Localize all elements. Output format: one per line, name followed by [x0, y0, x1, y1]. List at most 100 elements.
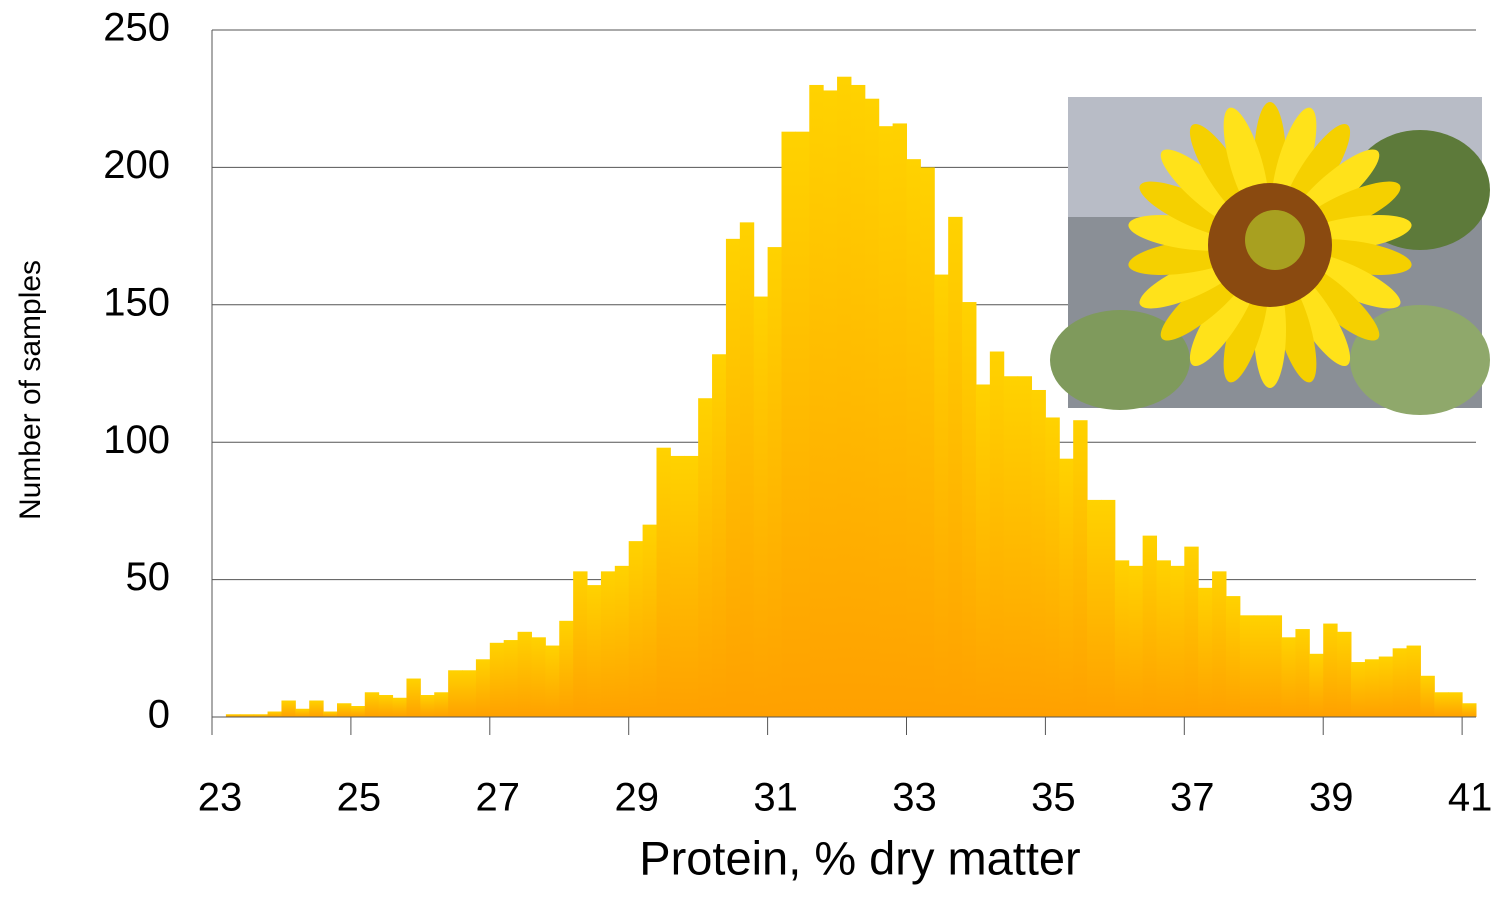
bar [879, 126, 893, 717]
x-tick-label: 29 [614, 776, 659, 820]
bar [768, 247, 782, 717]
bar [823, 90, 837, 717]
bar [1254, 615, 1268, 717]
bar [1073, 420, 1087, 717]
bar [1170, 566, 1184, 717]
bar [365, 692, 379, 717]
bar [1282, 637, 1296, 717]
bar [1184, 547, 1198, 717]
bar [573, 571, 587, 717]
x-tick-label: 27 [476, 776, 521, 820]
bar [1365, 659, 1379, 717]
x-tick-label: 39 [1309, 776, 1354, 820]
x-tick-label: 31 [753, 776, 798, 820]
bar [1337, 632, 1351, 717]
bar [1087, 500, 1101, 717]
bar [795, 132, 809, 717]
bar [712, 354, 726, 717]
bar [1045, 417, 1059, 717]
bar [1268, 615, 1282, 717]
y-tick-label: 50 [126, 555, 171, 599]
bar [518, 632, 532, 717]
bar [948, 217, 962, 717]
bar [448, 670, 462, 717]
bar [934, 275, 948, 717]
x-tick-label: 37 [1170, 776, 1215, 820]
bar [615, 566, 629, 717]
y-tick-label: 200 [103, 143, 170, 187]
x-axis-label: Protein, % dry matter [639, 831, 1080, 884]
bar [976, 384, 990, 717]
y-tick-label: 150 [103, 280, 170, 324]
bar [601, 571, 615, 717]
bar [1379, 657, 1393, 717]
x-tick-label: 23 [198, 776, 243, 820]
bar [434, 692, 448, 717]
bar [726, 239, 740, 717]
bar [490, 643, 504, 717]
y-tick-label: 0 [148, 693, 170, 737]
bar [1420, 676, 1434, 717]
bar [1351, 662, 1365, 717]
bar [1059, 459, 1073, 717]
bar [1115, 560, 1129, 717]
bar [1407, 646, 1421, 717]
bar [643, 525, 657, 717]
bar [1295, 629, 1309, 717]
bar [351, 706, 365, 717]
bar [990, 352, 1004, 717]
bar [337, 703, 351, 717]
y-axis-label: Number of samples [14, 260, 47, 520]
bar [1157, 560, 1171, 717]
chart: 05010015020025023252729313335373941 Prot… [0, 0, 1506, 924]
x-tick-label: 35 [1031, 776, 1076, 820]
bar [1212, 571, 1226, 717]
bar [476, 659, 490, 717]
x-tick-label: 25 [337, 776, 382, 820]
bar [629, 541, 643, 717]
bar [281, 701, 295, 717]
bar [295, 709, 309, 717]
bar [504, 640, 518, 717]
bar [920, 167, 934, 717]
bar [698, 398, 712, 717]
bar [1226, 596, 1240, 717]
x-tick-label: 33 [892, 776, 937, 820]
bar [420, 695, 434, 717]
bar [1434, 692, 1448, 717]
bar [684, 456, 698, 717]
bar [379, 695, 393, 717]
bar [1004, 376, 1018, 717]
photo [1050, 97, 1490, 415]
bar [851, 85, 865, 717]
bar [1129, 566, 1143, 717]
bar [656, 448, 670, 717]
bar [670, 456, 684, 717]
bar [1018, 376, 1032, 717]
bar [1309, 654, 1323, 717]
bar [907, 159, 921, 717]
bar [1240, 615, 1254, 717]
bar [781, 132, 795, 717]
bar [268, 712, 282, 717]
bar [1198, 588, 1212, 717]
bar [962, 302, 976, 717]
y-tick-label: 100 [103, 418, 170, 462]
bar [545, 646, 559, 717]
y-tick-label: 250 [103, 6, 170, 50]
bar [323, 712, 337, 717]
bar [531, 637, 545, 717]
bar [740, 222, 754, 717]
bar [462, 670, 476, 717]
bar [1462, 703, 1476, 717]
bar [1323, 624, 1337, 717]
bar [309, 701, 323, 717]
bar [1143, 536, 1157, 717]
bar [406, 679, 420, 717]
bar [754, 297, 768, 717]
bar [393, 698, 407, 717]
bar [865, 99, 879, 717]
bar [1393, 648, 1407, 717]
bar [587, 585, 601, 717]
bar [1101, 500, 1115, 717]
